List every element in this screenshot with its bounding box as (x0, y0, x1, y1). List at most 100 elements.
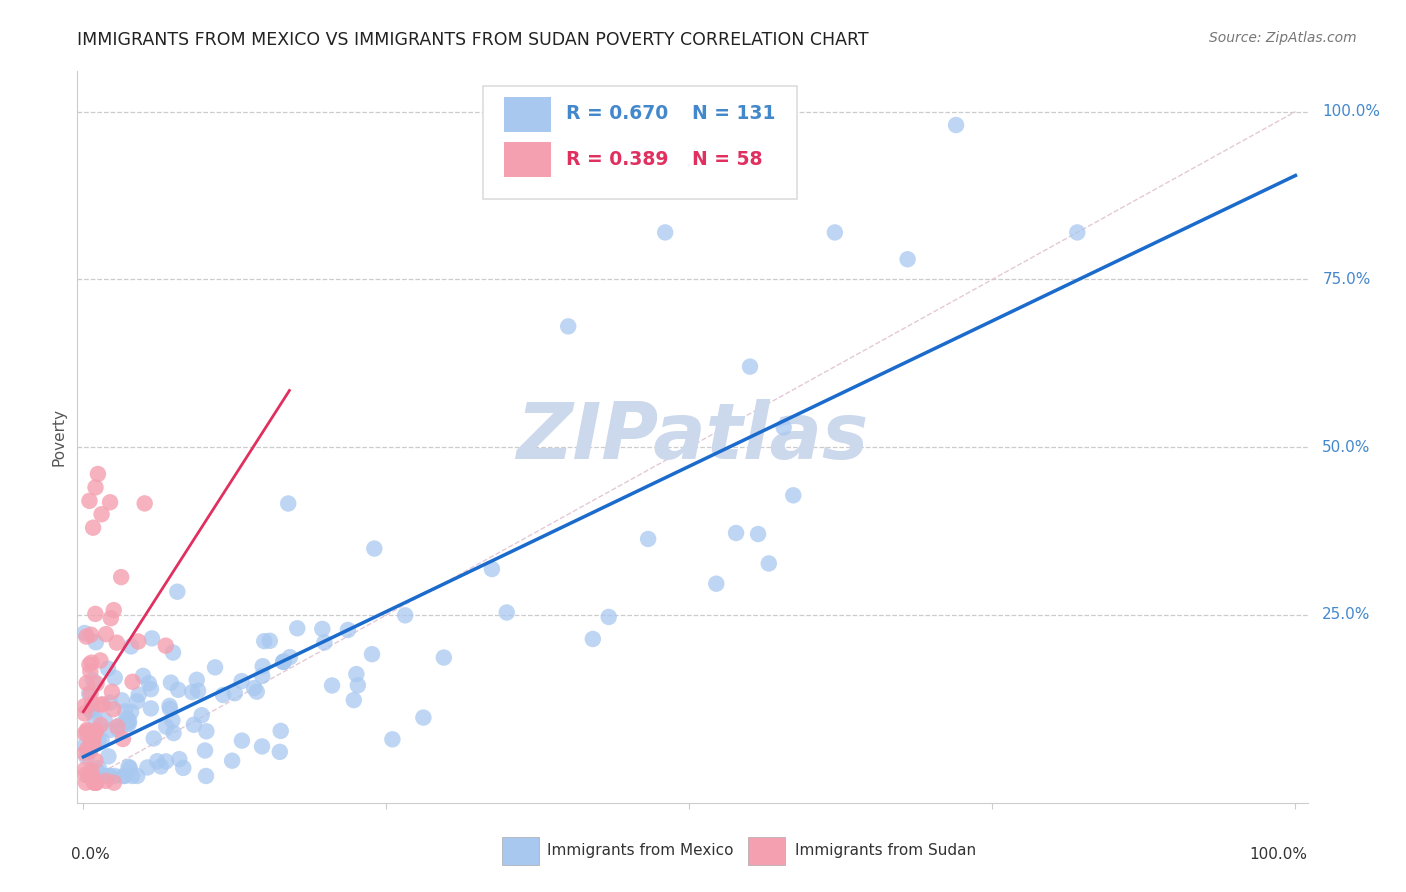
Point (121, 674, 143, 689)
Point (89, 653, 111, 667)
Point (285, 621, 308, 635)
Point (167, 682, 190, 697)
Point (84, 607, 107, 621)
Point (738, 359, 761, 374)
Point (481, 562, 503, 576)
Point (79, 687, 101, 701)
Point (80, 702, 103, 716)
Point (221, 754, 243, 768)
Point (704, 576, 727, 591)
Point (824, 226, 846, 240)
Text: 75.0%: 75.0% (1323, 272, 1371, 287)
Point (73, 763, 96, 777)
Point (897, 252, 920, 267)
Point (84, 754, 107, 768)
Point (76, 742, 98, 756)
Point (100, 611, 122, 625)
Point (187, 683, 209, 698)
Point (138, 676, 160, 690)
Point (84, 724, 107, 739)
Point (82, 521, 104, 535)
Text: 50.0%: 50.0% (1323, 440, 1371, 455)
Point (127, 769, 149, 783)
Point (120, 705, 142, 719)
Text: Immigrants from Sudan: Immigrants from Sudan (794, 843, 976, 858)
Point (162, 646, 184, 660)
Point (86, 769, 108, 783)
Point (120, 640, 142, 654)
Point (637, 532, 659, 546)
Point (84, 635, 107, 649)
Text: Source: ZipAtlas.com: Source: ZipAtlas.com (1209, 31, 1357, 45)
Point (117, 716, 139, 731)
Point (80, 704, 103, 718)
Point (94, 627, 117, 641)
Bar (502, 838, 538, 865)
Point (250, 739, 273, 754)
Text: R = 0.389: R = 0.389 (565, 150, 668, 169)
Point (82, 770, 104, 784)
Point (76, 676, 98, 690)
Point (76, 723, 98, 737)
Point (186, 673, 208, 687)
Bar (505, 97, 551, 132)
Y-axis label: Poverty: Poverty (51, 408, 66, 467)
Point (111, 732, 134, 747)
Text: 100.0%: 100.0% (1250, 847, 1308, 862)
Point (654, 226, 676, 240)
Point (97, 749, 120, 764)
Point (181, 685, 204, 699)
Point (772, 420, 794, 434)
Point (112, 769, 135, 783)
Point (98, 696, 121, 710)
Point (79, 743, 101, 757)
Point (945, 118, 967, 132)
Point (90, 733, 112, 747)
Point (76, 741, 98, 756)
Text: N = 131: N = 131 (693, 103, 776, 122)
Point (87, 761, 110, 775)
Point (82, 732, 104, 747)
Point (73, 739, 96, 753)
Point (278, 650, 301, 665)
Point (84, 480, 107, 494)
Point (253, 634, 276, 648)
Point (101, 685, 124, 699)
Point (91, 698, 114, 712)
Point (159, 698, 181, 713)
Point (344, 667, 367, 681)
Point (160, 675, 183, 690)
Point (321, 678, 343, 692)
Text: R = 0.670: R = 0.670 (565, 103, 668, 122)
Text: N = 58: N = 58 (693, 150, 763, 169)
Point (246, 684, 269, 698)
Point (105, 720, 128, 734)
Point (73, 706, 96, 721)
Point (259, 633, 281, 648)
Point (381, 732, 404, 747)
Point (212, 688, 235, 702)
Point (134, 496, 156, 510)
Point (83, 711, 105, 725)
Point (758, 557, 780, 571)
Point (231, 733, 253, 747)
Point (162, 714, 184, 728)
Point (495, 606, 517, 620)
Point (97, 769, 120, 783)
Text: 0.0%: 0.0% (72, 847, 110, 862)
Point (84, 723, 107, 738)
Point (433, 650, 456, 665)
Point (224, 686, 246, 700)
Point (311, 622, 333, 636)
Point (79, 665, 101, 679)
Point (82, 769, 104, 783)
Point (80, 735, 103, 749)
Point (86, 764, 108, 779)
Point (166, 584, 188, 599)
Point (79, 493, 101, 508)
Text: ZIPatlas: ZIPatlas (516, 399, 869, 475)
Point (146, 754, 169, 768)
Point (108, 718, 131, 732)
Point (82, 673, 104, 688)
Point (75, 775, 97, 789)
